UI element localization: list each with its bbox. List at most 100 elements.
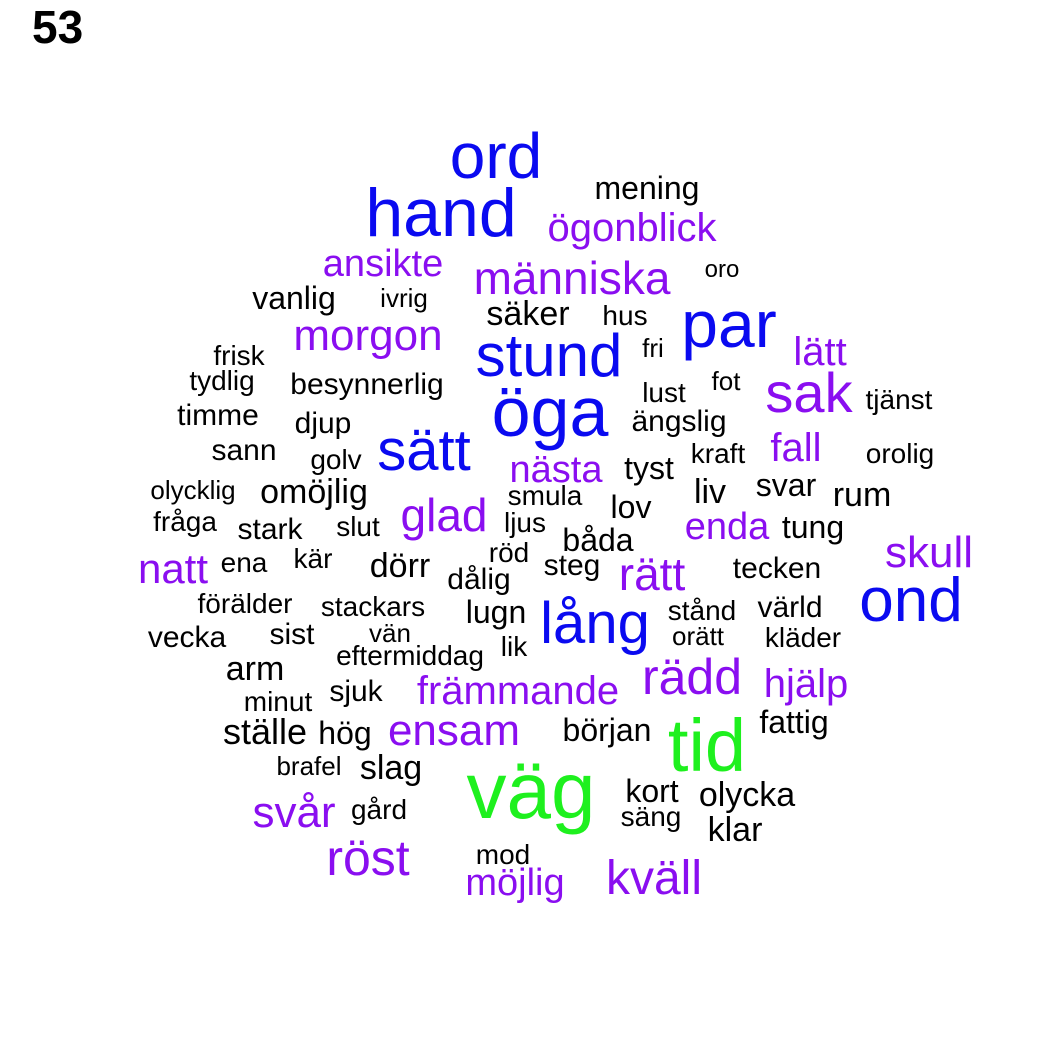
word-dörr: dörr [369,547,431,585]
word-skull: skull [884,528,974,577]
word-mod: mod [475,839,531,870]
word-fattig: fattig [759,704,829,740]
word-arm: arm [225,650,285,688]
word-röst: röst [326,830,410,886]
word-ängslig: ängslig [631,405,727,438]
word-besynnerlig: besynnerlig [290,368,444,401]
word-kort: kort [625,773,679,809]
word-ord: ord [449,120,543,192]
word-glad: glad [400,489,488,541]
word-klar: klar [707,811,763,849]
word-sätt: sätt [377,418,471,483]
word-fråga: fråga [153,506,217,537]
word-tyst: tyst [624,450,674,486]
word-säker: säker [486,295,570,333]
word-par: par [681,287,777,361]
word-båda: båda [562,522,634,558]
word-mening: mening [594,170,700,206]
word-fot: fot [711,366,741,396]
word-olycklig: olycklig [150,475,236,505]
word-frisk: frisk [213,340,265,371]
word-rädd: rädd [641,649,743,705]
word-tid: tid [667,704,747,787]
word-djup: djup [294,407,352,440]
word-öga: öga [491,373,609,451]
word-ögonblick: ögonblick [547,206,717,250]
word-nästa: nästa [509,449,603,491]
word-svar: svar [755,467,817,503]
word-värld: värld [757,591,823,624]
word-liv: liv [693,473,727,511]
word-sak: sak [765,361,853,424]
word-ljus: ljus [503,507,547,538]
word-hjälp: hjälp [763,662,849,706]
word-slut: slut [336,511,380,542]
word-kväll: kväll [605,852,703,905]
word-gård: gård [350,794,408,825]
word-minut: minut [243,686,313,717]
word-förälder: förälder [197,588,293,619]
word-rätt: rätt [618,548,686,600]
word-kläder: kläder [764,622,842,653]
word-vanlig: vanlig [252,280,336,316]
word-röd: röd [488,537,530,568]
word-oro: oro [704,256,740,283]
word-ivrig: ivrig [380,283,428,313]
word-brafel: brafel [276,751,342,781]
word-sjuk: sjuk [329,675,383,708]
word-vän: vän [369,618,411,648]
word-hand: hand [365,175,517,251]
word-lång: lång [540,591,650,656]
word-svår: svår [252,788,336,837]
word-sist: sist [269,618,315,651]
word-stånd: stånd [667,595,737,626]
word-olycka: olycka [698,776,796,814]
word-enda: enda [684,506,770,548]
word-främmande: främmande [416,669,620,713]
word-tecken: tecken [732,552,822,585]
word-orolig: orolig [865,438,935,469]
word-stark: stark [237,513,303,546]
word-säng: säng [620,801,682,832]
word-fri: fri [642,333,664,363]
word-eftermiddag: eftermiddag [336,640,484,671]
word-orätt: orätt [671,621,725,651]
word-rum: rum [832,476,892,514]
panel-label: 53 [32,1,84,53]
word-lik: lik [500,631,528,662]
word-omöjlig: omöjlig [260,473,368,511]
word-vecka: vecka [147,621,227,654]
word-smula: smula [507,480,583,511]
word-lust: lust [642,377,686,408]
word-ensam: ensam [387,706,521,755]
word-golv: golv [310,444,362,475]
word-stund: stund [475,322,623,389]
word-ond: ond [859,566,963,635]
word-ansikte: ansikte [322,243,444,285]
word-ena: ena [220,547,268,578]
word-natt: natt [137,545,209,592]
word-början: början [562,712,652,748]
word-väg: väg [466,746,596,835]
word-möjlig: möjlig [465,862,565,904]
word-morgon: morgon [293,311,443,360]
word-kär: kär [293,543,333,574]
word-timme: timme [177,399,259,432]
word-lov: lov [610,489,652,525]
word-lätt: lätt [793,330,847,374]
word-hus: hus [602,300,648,331]
word-ställe: ställe [222,711,308,752]
word-steg: steg [543,549,601,582]
word-människa: människa [473,252,671,304]
word-kraft: kraft [690,438,746,469]
word-hög: hög [318,715,372,751]
word-dålig: dålig [447,563,511,596]
word-tung: tung [781,509,845,545]
word-stackars: stackars [320,591,426,622]
word-slag: slag [359,749,423,787]
word-tydlig: tydlig [189,365,255,396]
word-sann: sann [211,434,277,467]
word-lugn: lugn [465,594,527,630]
word-fall: fall [770,426,822,470]
